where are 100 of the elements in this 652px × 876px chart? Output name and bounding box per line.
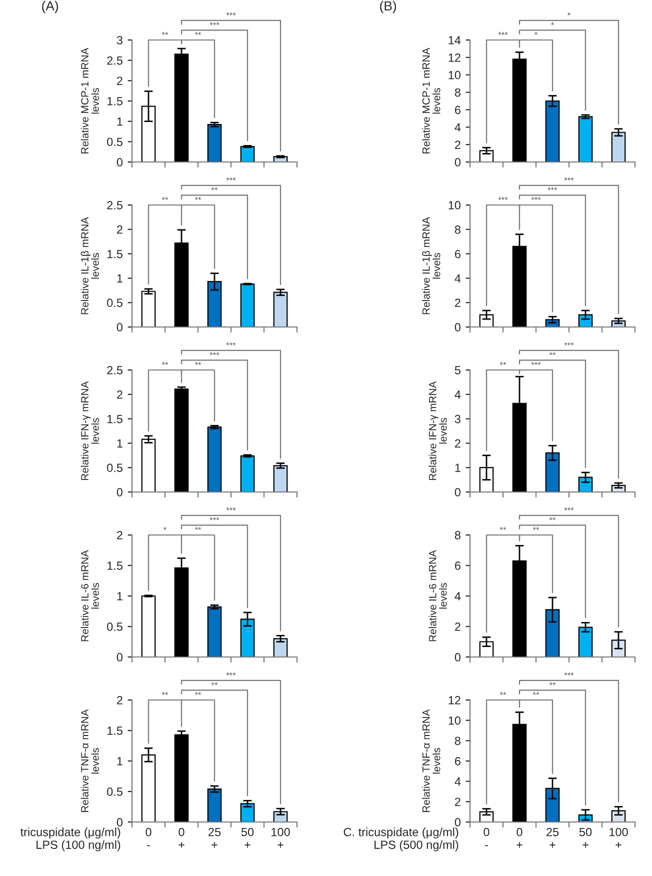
y-tick-label: 1.5 — [107, 414, 122, 424]
text: *** — [564, 672, 574, 676]
chart-title: (A) — [42, 0, 58, 14]
text: *** — [226, 507, 236, 510]
text: ** — [532, 526, 540, 530]
text: *** — [226, 12, 236, 16]
x-tick-label: 25 + — [546, 828, 559, 848]
y-tick-label: 1.5 — [107, 250, 122, 258]
y-tick-label: 0 — [454, 158, 461, 166]
y-tick-label: 0.5 — [107, 788, 122, 796]
text: *** — [498, 32, 508, 35]
y-tick-label: 1 — [117, 592, 122, 600]
x-tick-label: 50 + — [579, 828, 592, 848]
y-tick-label: 0 — [454, 488, 461, 496]
text: ** — [194, 692, 202, 695]
y-tick-label: 0 — [116, 158, 123, 166]
y-tick-label: 0 — [116, 323, 123, 332]
y-tick-label: 1 — [117, 439, 122, 448]
text: *** — [226, 672, 236, 676]
y-tick-label: 10 — [448, 201, 461, 210]
y-tick-label: 0 — [116, 818, 123, 826]
y-tick-label: 4 — [454, 390, 461, 399]
y-tick-label: 10 — [448, 70, 461, 80]
y-tick-label: 0 — [454, 323, 461, 332]
y-tick-label: 0 — [116, 653, 123, 662]
y-tick-label: 0.5 — [107, 138, 122, 146]
y-tick-label: 6 — [455, 106, 460, 114]
y-tick-label: 0 — [454, 653, 461, 662]
text: ** — [162, 32, 168, 35]
text: ** — [194, 526, 202, 530]
text: ** — [194, 32, 202, 35]
text: ** — [549, 352, 556, 356]
x-axis-title: tricuspidate (μg/ml) LPS (100 ng/ml) — [20, 828, 120, 852]
y-axis-title: Relative IL-1β mRNA levels — [422, 217, 440, 314]
y-tick-label: 2 — [455, 439, 460, 448]
text: *** — [210, 22, 220, 26]
text: *** — [498, 196, 508, 200]
text: ** — [211, 682, 218, 686]
text: ** — [162, 196, 168, 200]
y-tick-label: 4 — [454, 274, 461, 282]
y-tick-label: 2 — [455, 140, 460, 149]
y-tick-label: 1 — [117, 757, 122, 766]
y-tick-label: 5 — [454, 366, 460, 374]
y-tick-label: 2.5 — [107, 56, 122, 65]
text: ** — [162, 362, 168, 365]
text: *** — [210, 517, 220, 520]
y-tick-label: 6 — [455, 250, 460, 258]
x-tick-label: 100 + — [272, 828, 290, 848]
x-axis-title: C. tricuspidate (μg/ml) LPS (500 ng/ml) — [344, 828, 458, 852]
y-axis-title: Relative IFN-γ mRNA levels — [80, 381, 99, 480]
x-tick-label: 0 - — [146, 828, 152, 846]
y-tick-label: 0.5 — [107, 622, 122, 631]
y-tick-label: 2 — [455, 298, 460, 307]
x-tick-label: 100 + — [610, 828, 628, 848]
y-axis-title: Relative IL-6 mRNA levels — [428, 550, 447, 642]
y-tick-label: 1 — [455, 464, 460, 472]
y-tick-label: 2 — [117, 531, 122, 540]
y-tick-label: 1 — [117, 274, 122, 282]
text: ** — [162, 692, 168, 695]
y-tick-label: 1 — [117, 117, 122, 126]
y-tick-label: 2.5 — [107, 201, 122, 210]
y-tick-label: 3 — [116, 36, 122, 44]
text: * — [164, 526, 166, 530]
text: * — [551, 22, 554, 26]
y-tick-label: 2 — [117, 696, 122, 704]
text: ** — [194, 196, 202, 200]
text: ** — [500, 362, 506, 365]
y-tick-label: 12 — [448, 53, 460, 62]
text: *** — [226, 342, 236, 346]
y-tick-label: 2 — [117, 76, 122, 85]
y-tick-label: 4 — [454, 123, 461, 132]
y-tick-label: 0 — [116, 488, 123, 496]
text: ** — [500, 692, 506, 695]
text: ** — [211, 187, 218, 190]
y-tick-label: 0.5 — [107, 298, 122, 307]
chart-title: (B) — [380, 0, 396, 14]
y-axis-title: Relative MCP-1 mRNA levels — [422, 48, 440, 154]
text: *** — [226, 177, 236, 180]
y-tick-label: 1.5 — [107, 97, 122, 106]
text: *** — [564, 507, 574, 510]
y-tick-label: 6 — [455, 757, 460, 766]
x-tick-label: 0 + — [516, 828, 522, 848]
y-tick-label: 4 — [454, 592, 461, 600]
y-tick-label: 2 — [455, 622, 460, 631]
y-axis-title: Relative TNF-α mRNA levels — [422, 709, 440, 812]
y-tick-label: 8 — [454, 736, 460, 746]
y-tick-label: 6 — [455, 562, 460, 570]
text: *** — [210, 352, 220, 356]
text: * — [568, 12, 570, 16]
text: ** — [194, 362, 202, 365]
y-tick-label: 10 — [448, 716, 461, 725]
y-tick-label: 12 — [448, 696, 460, 704]
y-tick-label: 4 — [454, 777, 461, 786]
y-tick-label: 2.5 — [107, 366, 122, 374]
y-tick-label: 0.5 — [107, 464, 122, 472]
y-axis-title: Relative TNF-α mRNA levels — [80, 709, 99, 812]
x-tick-label: 0 + — [178, 828, 184, 848]
text: ** — [500, 526, 506, 530]
text: *** — [531, 196, 541, 200]
x-tick-label: 0 - — [484, 828, 490, 846]
